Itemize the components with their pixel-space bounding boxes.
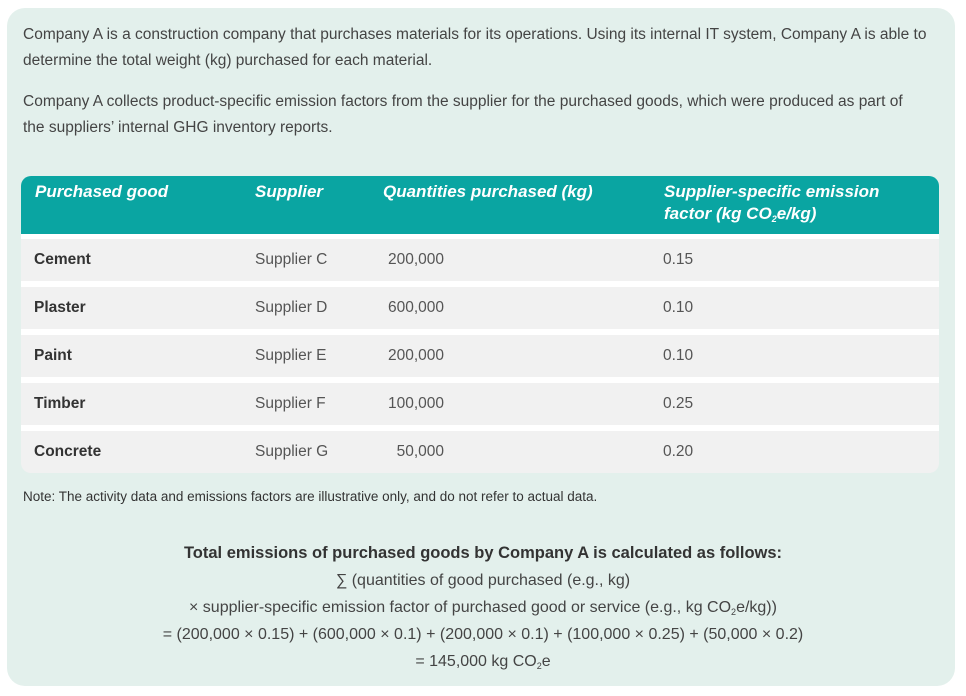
calculation-line-2: × supplier-specific emission factor of p… [189, 599, 777, 617]
calculation-line-1: ∑ (quantities of good purchased (e.g., k… [335, 572, 631, 589]
table-row: Paint Supplier E 200,000 0.10 [21, 335, 939, 377]
table-row: Cement Supplier C 200,000 0.15 [21, 239, 939, 281]
cell-emission-factor: 0.25 [663, 395, 694, 412]
intro-paragraph-2: Company A collects product-specific emis… [23, 93, 903, 136]
header-emission-factor: Supplier-specific emission factor (kg CO… [664, 182, 880, 224]
cell-quantity: 50,000 [396, 443, 444, 460]
table-row: Timber Supplier F 100,000 0.25 [21, 383, 939, 425]
header-purchased-good: Purchased good [35, 182, 169, 201]
table-body: Cement Supplier C 200,000 0.15 Plaster S… [21, 234, 939, 473]
cell-good: Concrete [34, 443, 102, 460]
calculation-block: Total emissions of purchased goods by Co… [0, 540, 966, 675]
cell-good: Paint [34, 347, 72, 364]
calculation-result: = 145,000 kg CO2e [415, 653, 551, 671]
intro-paragraph-1: Company A is a construction company that… [23, 26, 927, 69]
table-row: Plaster Supplier D 600,000 0.10 [21, 287, 939, 329]
cell-supplier: Supplier E [255, 347, 327, 364]
cell-supplier: Supplier F [255, 395, 326, 412]
cell-emission-factor: 0.10 [663, 299, 694, 316]
cell-supplier: Supplier D [255, 299, 328, 316]
note-text: Note: The activity data and emissions fa… [23, 489, 598, 504]
header-quantities: Quantities purchased (kg) [383, 182, 593, 201]
table-row: Concrete Supplier G 50,000 0.20 [21, 431, 939, 473]
cell-emission-factor: 0.15 [663, 251, 694, 268]
cell-quantity: 100,000 [387, 395, 444, 412]
cell-good: Cement [34, 251, 91, 268]
table-header: Purchased good Supplier Quantities purch… [21, 176, 939, 234]
cell-supplier: Supplier G [255, 443, 329, 460]
cell-quantity: 200,000 [387, 251, 444, 268]
purchased-goods-table: Purchased good Supplier Quantities purch… [21, 176, 939, 473]
cell-emission-factor: 0.20 [663, 443, 694, 460]
calculation-line-3: = (200,000 × 0.15) + (600,000 × 0.1) + (… [162, 626, 804, 643]
cell-supplier: Supplier C [255, 251, 328, 268]
calculation-title: Total emissions of purchased goods by Co… [183, 544, 783, 562]
header-supplier: Supplier [255, 182, 324, 201]
cell-good: Timber [34, 395, 86, 412]
cell-quantity: 200,000 [387, 347, 444, 364]
cell-good: Plaster [34, 299, 86, 316]
cell-emission-factor: 0.10 [663, 347, 694, 364]
cell-quantity: 600,000 [387, 299, 444, 316]
